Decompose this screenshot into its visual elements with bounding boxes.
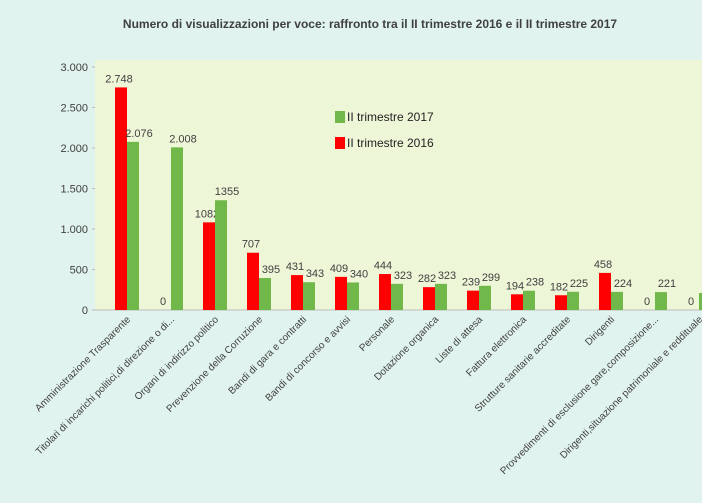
bar: [511, 294, 523, 310]
chart-title: Numero di visualizzazioni per voce: raff…: [123, 17, 618, 31]
data-label: 395: [262, 264, 280, 276]
bar: [611, 291, 623, 310]
bar: [467, 290, 479, 310]
data-label: 238: [526, 277, 544, 289]
y-tick-label: 1.000: [60, 224, 88, 236]
bar: [303, 282, 315, 310]
y-tick-label: 2.500: [60, 103, 88, 115]
bar: [523, 290, 535, 310]
bar: [171, 147, 183, 310]
legend-label: II trimestre 2017: [347, 110, 434, 124]
bar: [435, 283, 447, 310]
bar: [555, 295, 567, 310]
bar: [655, 292, 667, 310]
bar: [215, 200, 227, 310]
bar: [335, 276, 347, 310]
data-label: 323: [394, 270, 412, 282]
data-label: 221: [658, 278, 676, 290]
data-label: 2.748: [105, 73, 133, 85]
bar: [247, 252, 259, 310]
data-label: 323: [438, 270, 456, 282]
data-label: 224: [614, 278, 632, 290]
data-label: 409: [330, 263, 348, 275]
data-label: 2.076: [125, 128, 153, 140]
legend-swatch: [335, 111, 345, 123]
plot-area: [95, 60, 702, 310]
y-tick-label: 1.500: [60, 184, 88, 196]
bar: [391, 283, 403, 310]
data-label: 1082: [195, 208, 219, 220]
y-tick-label: 3.000: [60, 62, 88, 74]
data-label: 707: [242, 239, 260, 251]
legend-swatch: [335, 137, 345, 149]
data-label: 431: [286, 261, 304, 273]
data-label: 343: [306, 268, 324, 280]
data-label: 239: [462, 277, 480, 289]
data-label: 225: [570, 278, 588, 290]
data-label: 444: [374, 260, 392, 272]
data-label: 194: [506, 280, 524, 292]
bar: [259, 278, 271, 310]
data-label: 1355: [215, 186, 239, 198]
bar: [699, 292, 702, 310]
data-label: 0: [688, 296, 694, 308]
bar: [567, 291, 579, 310]
bar: [423, 287, 435, 310]
data-label: 282: [418, 273, 436, 285]
data-label: 0: [160, 296, 166, 308]
data-label: 340: [350, 268, 368, 280]
legend-label: II trimestre 2016: [347, 136, 434, 150]
y-tick-label: 0: [82, 305, 88, 317]
data-label: 458: [594, 259, 612, 271]
bar: [599, 272, 611, 310]
bar: [115, 87, 127, 310]
y-tick-label: 2.000: [60, 143, 88, 155]
data-label: 182: [550, 281, 568, 293]
bar: [127, 141, 139, 310]
data-label: 2.008: [169, 133, 197, 145]
bar: [379, 274, 391, 310]
bar: [291, 275, 303, 310]
data-label: 299: [482, 272, 500, 284]
bar: [203, 222, 215, 310]
bar: [479, 285, 491, 310]
data-label: 0: [644, 296, 650, 308]
bar: [347, 282, 359, 310]
y-tick-label: 500: [70, 265, 88, 277]
